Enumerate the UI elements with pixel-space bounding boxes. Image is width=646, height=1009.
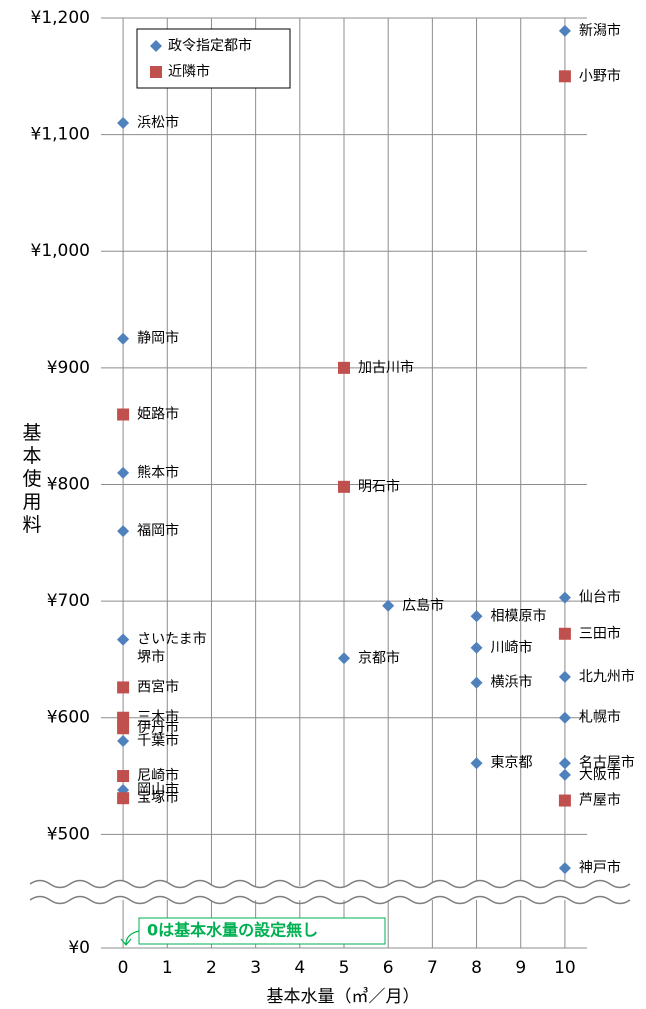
point	[117, 681, 130, 694]
point	[117, 408, 130, 421]
point	[470, 610, 483, 623]
point-label: 宝塚市	[137, 789, 179, 806]
point-label: 堺市	[137, 649, 165, 666]
x-tick-label: 10	[554, 958, 576, 978]
point-label: 伊丹市	[137, 719, 179, 736]
point-label: 京都市	[358, 649, 400, 666]
axis-break-line	[29, 879, 631, 889]
point	[470, 641, 483, 654]
point	[470, 676, 483, 689]
y-tick-label: ¥700	[47, 591, 90, 611]
point-label: 熊本市	[137, 464, 179, 481]
point	[117, 722, 130, 735]
point	[117, 770, 130, 783]
point-label: 福岡市	[137, 522, 179, 539]
legend-box	[136, 28, 291, 89]
point	[117, 332, 130, 345]
point	[117, 735, 130, 748]
point-label: 小野市	[579, 67, 621, 84]
point-label: 相模原市	[491, 607, 547, 624]
axis-break-line	[29, 895, 631, 905]
y-tick-label: ¥900	[47, 358, 90, 378]
point-label: 加古川市	[358, 359, 414, 376]
point-label: 芦屋市	[579, 792, 621, 809]
y-tick-label: ¥0	[68, 938, 90, 958]
point-label: 千葉市	[137, 732, 179, 749]
point-label: 新潟市	[579, 22, 621, 39]
y-tick-label: ¥600	[47, 708, 90, 728]
point-label: 神戸市	[579, 859, 621, 876]
y-tick-label: ¥1,000	[31, 241, 90, 261]
point-label: 名古屋市	[579, 754, 635, 771]
axis-break-band	[30, 886, 610, 898]
point	[558, 627, 571, 640]
x-tick-label: 4	[294, 958, 305, 978]
point-label: 静岡市	[137, 330, 179, 347]
point-label: 浜松市	[137, 114, 179, 131]
x-tick-label: 3	[250, 958, 261, 978]
point	[558, 757, 571, 770]
point-label: 川崎市	[491, 639, 533, 656]
point-label: 尼崎市	[137, 767, 179, 784]
x-tick-label: 8	[471, 958, 482, 978]
point-label: さいたま市	[137, 631, 207, 648]
y-tick-label: ¥1,100	[31, 125, 90, 145]
point	[117, 792, 130, 805]
x-tick-label: 5	[339, 958, 350, 978]
point-label: 西宮市	[137, 678, 179, 695]
point	[117, 116, 130, 129]
x-tick-label: 9	[515, 958, 526, 978]
point-label: 札幌市	[579, 709, 621, 726]
legend-label: 政令指定都市	[168, 37, 252, 54]
y-tick-label: ¥500	[47, 824, 90, 844]
x-tick-label: 2	[206, 958, 217, 978]
point-label: 北九州市	[579, 668, 635, 685]
x-axis-label: 基本水量（㎥／月）	[267, 987, 420, 1007]
point	[338, 652, 350, 665]
y-tick-label: ¥1,200	[31, 8, 90, 28]
point	[558, 794, 571, 807]
point	[558, 24, 571, 37]
point	[558, 670, 571, 683]
y-axis-label: 基本使用料	[20, 422, 42, 537]
point	[117, 633, 130, 646]
point-label: 東京都	[491, 755, 533, 771]
point	[470, 757, 483, 770]
point-label: 姫路市	[137, 406, 179, 423]
point	[338, 361, 350, 374]
point-label: 大阪市	[579, 766, 621, 783]
point	[558, 768, 571, 781]
point	[558, 70, 571, 83]
point	[558, 591, 571, 604]
point	[117, 466, 130, 479]
legend-label: 近隣市	[168, 63, 210, 80]
legend-marker	[150, 40, 162, 52]
point	[338, 480, 350, 493]
x-tick-label: 6	[383, 958, 394, 978]
point	[558, 862, 571, 875]
point	[117, 525, 130, 538]
point-label: 横浜市	[491, 674, 533, 691]
point-label: 三木市	[137, 709, 179, 726]
point-label: 岡山市	[137, 781, 179, 798]
point-label: 三田市	[579, 625, 621, 642]
x-tick-label: 1	[162, 958, 173, 978]
point-label: 明石市	[358, 478, 400, 495]
point-label: 広島市	[402, 597, 444, 614]
y-tick-label: ¥800	[47, 474, 90, 494]
x-tick-label: 0	[118, 958, 129, 978]
x-tick-label: 7	[427, 958, 438, 978]
point	[558, 711, 571, 724]
point-label: 仙台市	[579, 589, 621, 606]
annotation-arrow	[120, 930, 140, 946]
annotation-box	[138, 917, 386, 945]
point	[382, 599, 395, 612]
annotation: 0は基本水量の設定無し	[147, 921, 318, 940]
point	[117, 711, 130, 724]
legend-marker	[150, 66, 162, 78]
